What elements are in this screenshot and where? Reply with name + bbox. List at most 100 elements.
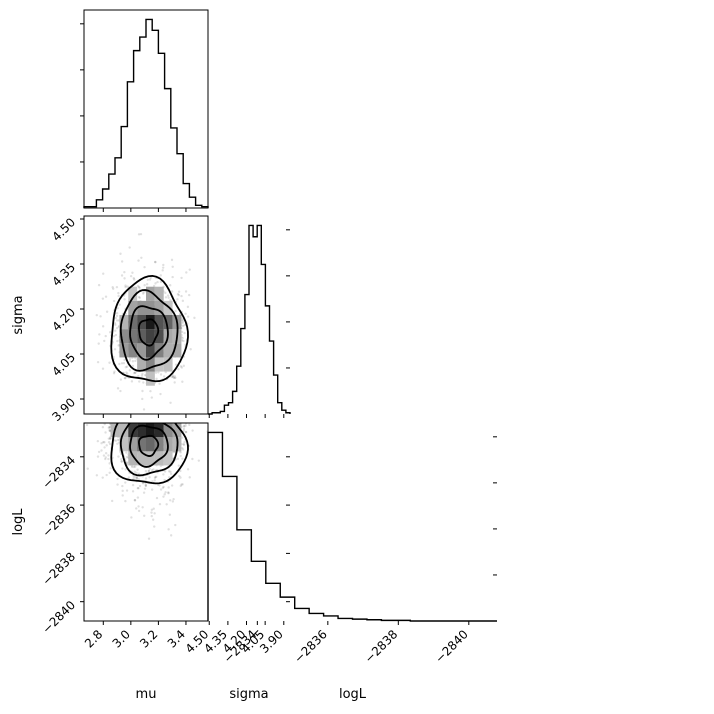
sample-point	[108, 428, 111, 432]
sample-point	[255, 454, 257, 456]
sample-point	[256, 459, 258, 461]
sample-point	[86, 467, 89, 470]
sample-point	[172, 376, 175, 379]
sample-point	[251, 436, 253, 438]
sample-point	[255, 425, 257, 427]
sample-point	[143, 265, 146, 269]
sample-point	[249, 430, 251, 432]
sample-point	[265, 472, 267, 474]
sample-point	[248, 469, 250, 471]
sample-point	[253, 437, 255, 439]
sample-point	[260, 428, 262, 430]
sample-point	[254, 436, 256, 438]
sample-point	[104, 457, 107, 461]
sample-point	[250, 497, 252, 499]
sample-point	[119, 389, 122, 393]
sample-point	[158, 502, 162, 506]
sample-point	[266, 434, 268, 436]
sample-point	[259, 465, 261, 467]
sample-point	[176, 457, 180, 461]
sample-point	[272, 438, 274, 440]
sample-point	[261, 431, 263, 433]
sample-point	[271, 436, 273, 438]
sample-point	[232, 451, 234, 453]
sample-point	[260, 548, 262, 550]
sample-point	[256, 448, 258, 450]
sample-point	[248, 475, 250, 477]
sample-point	[103, 441, 106, 444]
sample-point	[249, 424, 251, 426]
density-cell	[119, 329, 129, 344]
density-cell	[137, 451, 146, 466]
sample-point	[269, 427, 271, 429]
sample-point	[257, 504, 259, 506]
density-cell	[146, 286, 155, 301]
sample-point	[257, 463, 259, 465]
sample-point	[259, 435, 261, 437]
sample-point	[243, 431, 245, 433]
sample-point	[256, 427, 258, 429]
sample-point	[251, 432, 253, 434]
sample-point	[248, 422, 250, 424]
sample-point	[162, 495, 165, 498]
sample-point	[173, 376, 176, 380]
sample-point	[272, 424, 274, 426]
x-axis-label-mu: mu	[136, 687, 157, 702]
sample-point	[186, 315, 190, 318]
sample-point	[252, 430, 254, 432]
sample-point	[249, 452, 251, 454]
sample-point	[237, 435, 239, 437]
sample-point	[261, 423, 263, 425]
sample-point	[132, 465, 136, 469]
sample-point	[260, 436, 262, 438]
density-cell	[146, 343, 155, 358]
sample-point	[215, 427, 217, 429]
sample-point	[271, 426, 273, 428]
sample-point	[268, 424, 270, 426]
sample-point	[253, 432, 255, 434]
sample-point	[244, 440, 246, 442]
sample-point	[174, 523, 177, 527]
sample-point	[246, 451, 248, 453]
sample-point	[269, 497, 271, 499]
sample-point	[270, 442, 272, 444]
sample-point	[141, 397, 144, 401]
sample-point	[240, 434, 242, 436]
sample-point	[254, 425, 256, 427]
sample-point	[263, 461, 265, 463]
x-tick-label-logL: −2838	[362, 627, 401, 666]
sample-point	[259, 452, 261, 454]
sample-point	[256, 446, 258, 448]
sample-point	[185, 271, 188, 274]
sample-point	[258, 438, 260, 440]
sample-point	[188, 476, 191, 479]
sample-point	[256, 424, 258, 426]
sample-point	[255, 423, 257, 425]
sample-point	[245, 426, 247, 428]
sample-point	[112, 372, 116, 375]
sample-point	[250, 441, 252, 443]
sample-point	[240, 471, 242, 473]
sample-point	[251, 424, 253, 426]
sample-point	[241, 460, 243, 462]
sample-point	[252, 430, 254, 432]
sample-point	[262, 424, 264, 426]
sample-point	[263, 424, 265, 426]
sample-point	[249, 440, 251, 442]
sample-point	[231, 433, 233, 435]
sample-point	[240, 438, 242, 440]
sample-point	[193, 316, 196, 320]
sample-point	[250, 460, 252, 462]
sample-point	[267, 423, 269, 425]
sample-point	[174, 363, 178, 366]
contour-level-2	[245, 426, 267, 467]
density-cell	[137, 437, 146, 452]
sample-point	[244, 450, 246, 452]
sample-point	[245, 453, 247, 455]
sample-point	[253, 428, 255, 430]
sample-point	[249, 443, 251, 445]
sample-point	[263, 453, 265, 455]
sample-point	[243, 450, 245, 452]
sample-point	[157, 371, 160, 374]
sample-point	[191, 457, 194, 461]
